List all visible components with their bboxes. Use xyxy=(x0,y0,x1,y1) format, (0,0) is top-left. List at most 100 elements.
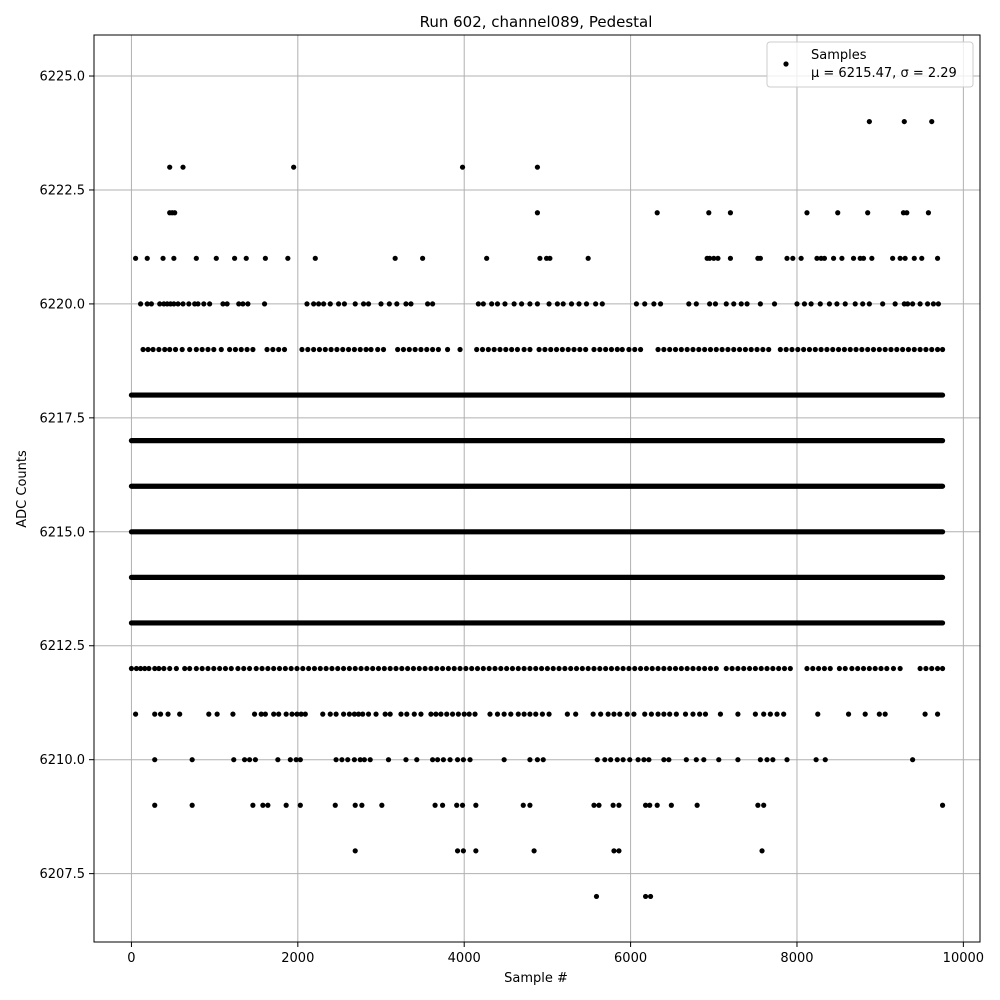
data-point xyxy=(487,711,493,717)
data-point xyxy=(152,757,158,763)
data-point xyxy=(199,346,205,353)
data-point xyxy=(492,665,498,672)
data-point xyxy=(312,255,318,261)
data-point xyxy=(494,711,501,717)
data-point xyxy=(534,301,541,307)
data-point xyxy=(276,665,283,672)
data-point xyxy=(133,665,140,672)
data-point xyxy=(661,346,667,353)
data-point xyxy=(642,802,649,808)
legend-stats-label: μ = 6215.47, σ = 2.29 xyxy=(811,66,957,81)
data-point xyxy=(251,711,258,717)
data-point xyxy=(735,757,741,763)
data-point xyxy=(156,346,162,353)
data-point xyxy=(548,346,554,353)
data-point xyxy=(841,346,847,353)
data-point xyxy=(882,346,888,353)
data-point xyxy=(370,665,376,672)
data-point xyxy=(260,802,266,808)
data-point xyxy=(289,711,295,717)
data-point xyxy=(884,665,890,672)
data-point xyxy=(357,346,363,353)
data-point xyxy=(276,346,282,353)
data-point xyxy=(626,665,632,672)
data-point xyxy=(509,346,515,353)
data-point xyxy=(291,164,297,170)
data-point xyxy=(252,757,258,763)
data-point xyxy=(872,665,878,672)
data-point xyxy=(361,757,367,763)
data-point xyxy=(455,711,461,717)
plot-frame xyxy=(93,34,981,943)
data-point xyxy=(860,301,866,307)
data-point xyxy=(596,802,602,808)
data-point xyxy=(335,665,341,672)
data-point xyxy=(142,665,148,672)
data-point xyxy=(156,665,162,672)
data-point xyxy=(713,346,719,353)
data-point xyxy=(394,301,400,307)
data-point xyxy=(835,346,842,353)
data-point xyxy=(731,301,737,307)
data-point xyxy=(585,255,591,261)
data-point xyxy=(801,301,808,307)
data-point xyxy=(137,665,144,672)
data-point xyxy=(351,757,357,763)
data-point xyxy=(812,346,818,353)
data-point xyxy=(467,757,473,763)
data-point xyxy=(655,346,661,353)
data-point xyxy=(434,757,441,763)
data-point xyxy=(258,711,264,717)
data-point xyxy=(648,711,654,717)
data-point xyxy=(774,711,780,717)
data-point xyxy=(934,711,941,717)
data-point xyxy=(667,665,673,672)
data-point xyxy=(694,802,700,808)
data-point xyxy=(642,711,648,717)
data-point xyxy=(261,301,268,307)
data-point xyxy=(934,346,941,353)
data-point xyxy=(917,665,923,672)
data-point xyxy=(205,665,211,672)
data-point xyxy=(171,255,177,261)
data-point xyxy=(305,346,311,353)
data-point xyxy=(822,757,828,763)
data-point xyxy=(897,665,903,672)
data-point xyxy=(484,255,490,261)
data-point xyxy=(533,711,539,717)
data-point xyxy=(485,346,491,353)
data-point xyxy=(702,665,708,672)
data-point xyxy=(414,757,420,763)
data-point xyxy=(365,301,372,307)
data-point xyxy=(626,346,632,353)
data-point xyxy=(218,346,224,353)
x-tick-label: 0 xyxy=(127,951,135,966)
data-point xyxy=(752,711,758,717)
data-point xyxy=(939,802,946,808)
data-point xyxy=(375,346,381,353)
data-point xyxy=(387,711,393,717)
data-point xyxy=(876,711,882,717)
data-point xyxy=(454,848,461,854)
data-point xyxy=(293,757,299,763)
x-tick-label: 6000 xyxy=(614,951,647,966)
data-point xyxy=(459,802,466,808)
data-point xyxy=(598,711,604,717)
data-point xyxy=(511,301,517,307)
x-tick-label: 8000 xyxy=(780,951,813,966)
data-point xyxy=(435,346,442,353)
data-point xyxy=(367,757,373,763)
data-point xyxy=(403,757,409,763)
data-point xyxy=(924,301,931,307)
data-point xyxy=(631,711,637,717)
data-point xyxy=(801,346,807,353)
data-point xyxy=(316,346,323,353)
data-point xyxy=(246,665,253,672)
y-tick-label: 6225.0 xyxy=(40,70,86,85)
x-axis-label: Sample # xyxy=(504,971,568,986)
data-point xyxy=(777,346,783,353)
data-point xyxy=(727,255,734,261)
data-point xyxy=(132,255,139,261)
data-point xyxy=(919,255,925,261)
